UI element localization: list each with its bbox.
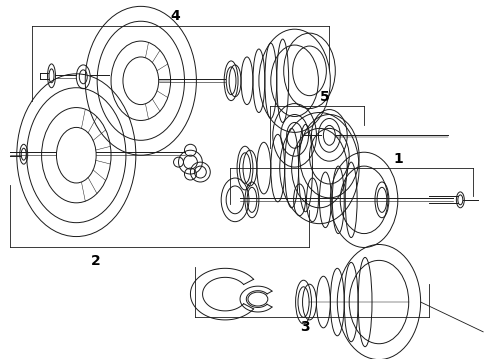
Text: 1: 1	[394, 152, 404, 166]
Text: 4: 4	[171, 9, 180, 23]
Text: 3: 3	[300, 320, 309, 334]
Text: 5: 5	[319, 90, 329, 104]
Text: 2: 2	[91, 255, 101, 268]
